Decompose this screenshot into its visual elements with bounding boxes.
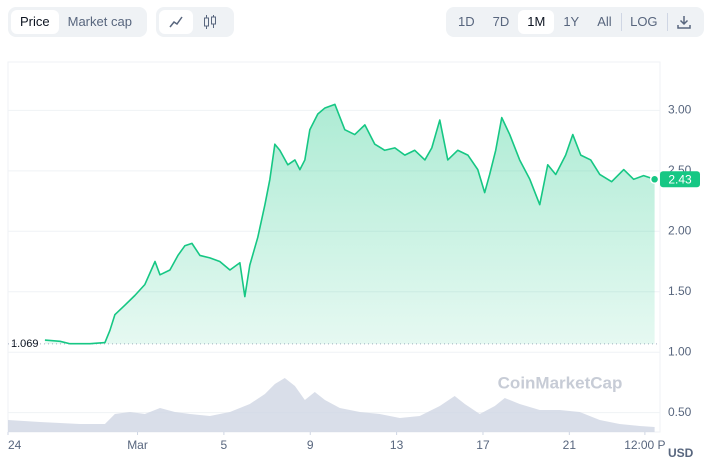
last-price-dot [649, 174, 660, 185]
x-tick-label: 5 [221, 438, 228, 452]
line-icon [169, 16, 183, 28]
range-button[interactable]: 1D [458, 14, 475, 29]
download-icon [677, 16, 691, 29]
x-tick-label: 24 [8, 438, 22, 452]
y-tick-label: 3.00 [668, 103, 692, 117]
x-tick-label: 17 [476, 438, 490, 452]
log-button[interactable]: LOG [630, 14, 658, 29]
y-tick-label: 1.50 [668, 284, 692, 298]
download-button[interactable] [667, 10, 701, 34]
x-tick-label: 9 [307, 438, 314, 452]
unit-label: USD [668, 446, 694, 460]
y-tick-label: 1.00 [668, 344, 692, 358]
range-button[interactable]: 1Y [563, 14, 580, 29]
market-cap-button[interactable]: Market cap [67, 14, 132, 29]
range-button[interactable]: 7D [492, 14, 510, 29]
x-tick-label: 12:00 P [624, 438, 665, 452]
range-button[interactable]: 1M [518, 10, 555, 34]
price-line [44, 103, 655, 345]
volume-area [8, 378, 655, 432]
chart-style-toggle [156, 7, 234, 37]
baseline-label: 1.069 [11, 338, 39, 350]
candle-button[interactable] [193, 10, 227, 34]
candle-icon [204, 15, 216, 29]
last-price-label: 2.43 [668, 172, 692, 186]
range-toggle: 1D 7D 1M 1Y All LOG [446, 7, 704, 37]
x-tick-label: 21 [563, 438, 577, 452]
watermark: CoinMarketCap [498, 373, 623, 392]
plot-frame [7, 61, 661, 433]
x-tick-label: 13 [390, 438, 404, 452]
last-price-badge [660, 171, 700, 188]
y-tick-label: 0.50 [668, 405, 692, 419]
x-tick-label: Mar [127, 438, 148, 452]
range-button[interactable]: All [597, 14, 612, 29]
price-area [44, 104, 655, 433]
view-toggle: Price Market cap [8, 7, 147, 37]
y-tick-label: 2.00 [668, 223, 692, 237]
y-tick-label: 2.50 [668, 163, 692, 177]
line-button[interactable] [159, 10, 193, 34]
price-button[interactable]: Price [11, 10, 59, 34]
